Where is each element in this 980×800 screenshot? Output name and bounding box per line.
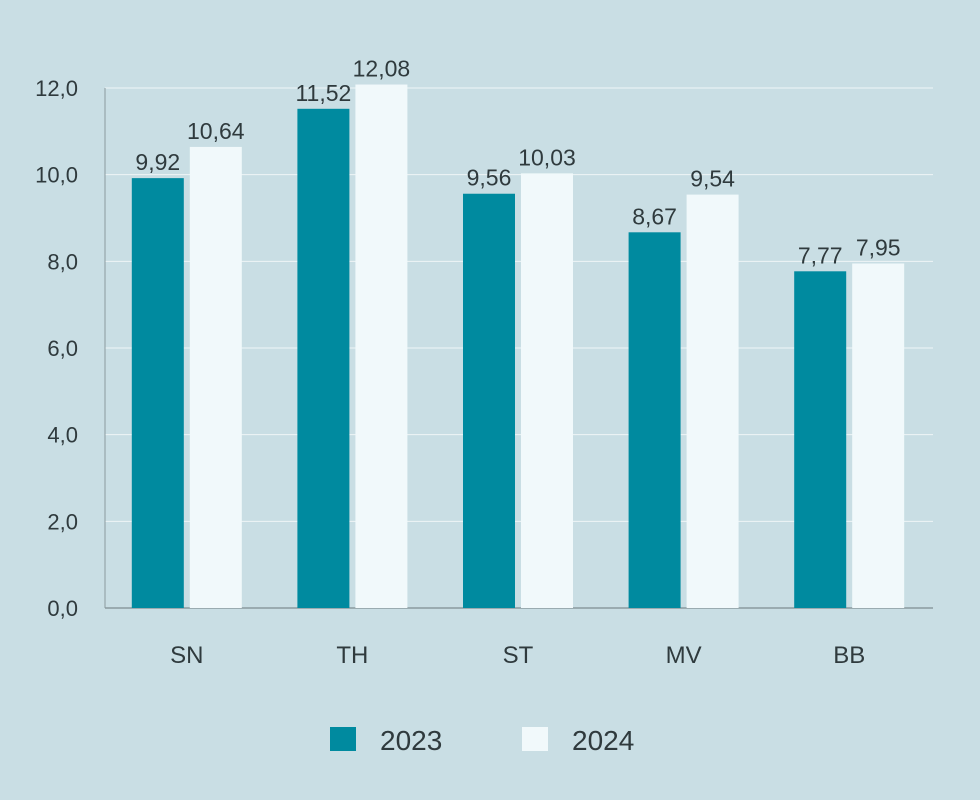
data-label: 7,77 bbox=[798, 242, 843, 268]
data-label: 9,56 bbox=[467, 165, 512, 191]
x-tick-label: MV bbox=[666, 642, 702, 669]
data-label: 12,08 bbox=[353, 56, 411, 82]
y-tick-label: 2,0 bbox=[47, 509, 78, 534]
data-label: 10,64 bbox=[187, 118, 245, 144]
bar-2023-BB bbox=[794, 271, 847, 608]
data-label: 7,95 bbox=[856, 235, 901, 261]
legend-label: 2024 bbox=[572, 725, 634, 756]
bar-2023-SN bbox=[131, 178, 184, 608]
bar-2024-BB bbox=[852, 263, 905, 608]
data-label: 10,03 bbox=[518, 144, 576, 170]
y-tick-label: 8,0 bbox=[47, 249, 78, 274]
data-label: 9,54 bbox=[690, 166, 735, 192]
x-tick-label: BB bbox=[833, 642, 865, 669]
bar-2024-TH bbox=[355, 84, 408, 609]
bar-2024-ST bbox=[521, 173, 573, 608]
bar-2023-ST bbox=[463, 193, 515, 608]
bar-2024-SN bbox=[189, 146, 242, 608]
legend-swatch-2024 bbox=[522, 727, 548, 751]
y-tick-label: 10,0 bbox=[35, 163, 78, 188]
bar-2024-MV bbox=[686, 194, 739, 608]
y-tick-label: 12,0 bbox=[35, 76, 78, 101]
x-tick-label: SN bbox=[170, 642, 203, 669]
y-tick-label: 6,0 bbox=[47, 336, 78, 361]
y-tick-label: 4,0 bbox=[47, 423, 78, 448]
bar-2023-MV bbox=[628, 232, 681, 609]
x-tick-label: TH bbox=[336, 642, 368, 669]
data-label: 11,52 bbox=[295, 80, 351, 106]
legend-label: 2023 bbox=[380, 725, 442, 756]
y-tick-label: 0,0 bbox=[47, 596, 78, 621]
x-tick-label: ST bbox=[503, 642, 534, 669]
bar-2023-TH bbox=[297, 108, 350, 609]
data-label: 9,92 bbox=[135, 149, 180, 175]
data-label: 8,67 bbox=[632, 203, 677, 229]
legend-swatch-2023 bbox=[330, 727, 356, 751]
